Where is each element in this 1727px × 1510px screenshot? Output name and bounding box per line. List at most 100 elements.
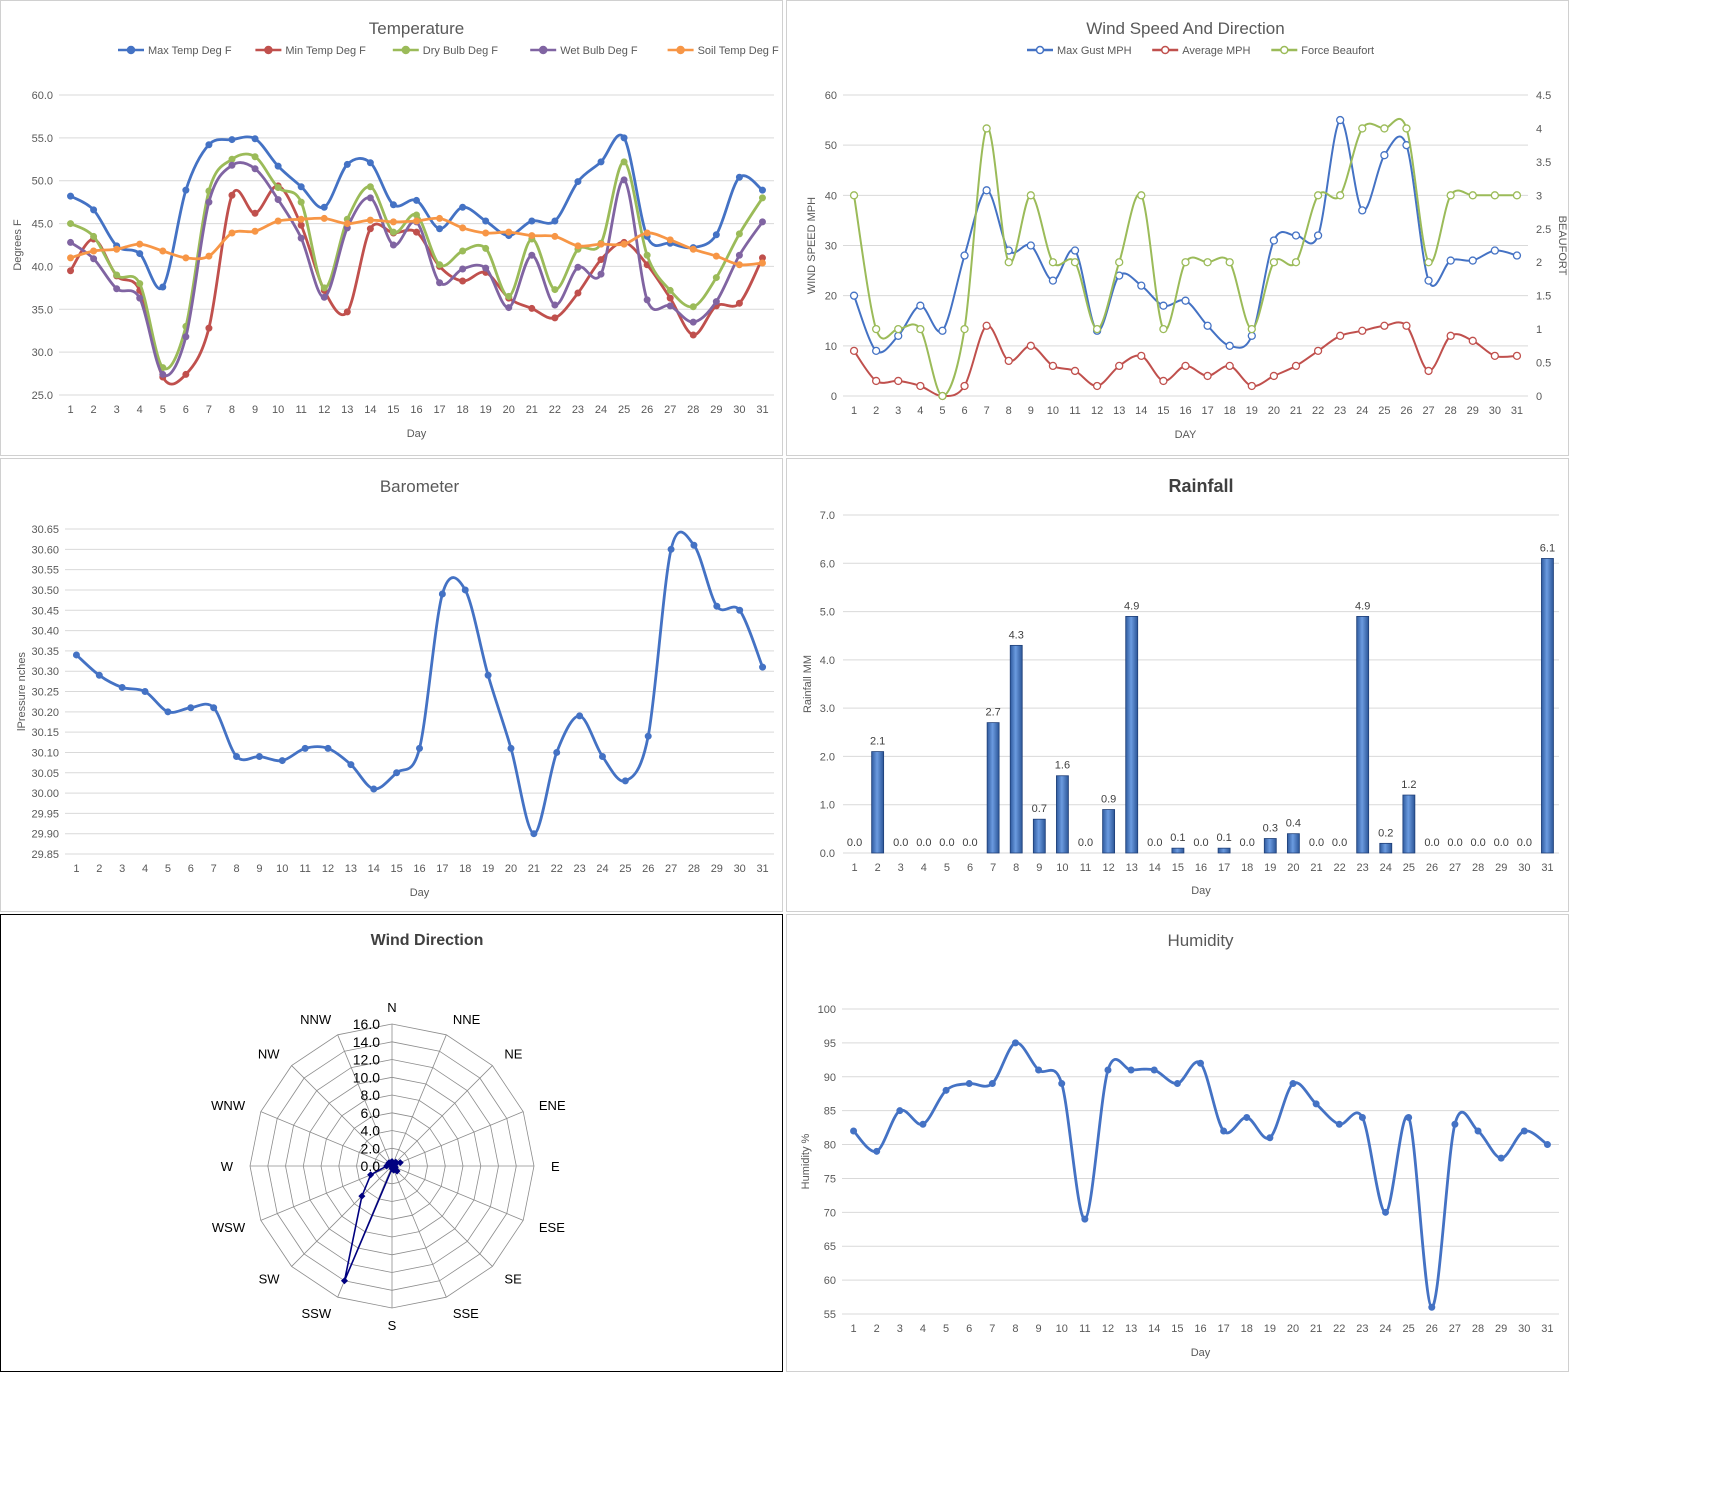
x-tick-label: 28 bbox=[688, 863, 700, 875]
legend-marker bbox=[401, 45, 411, 55]
x-tick-label: 5 bbox=[943, 1323, 949, 1335]
data-point bbox=[1424, 366, 1433, 376]
x-tick-label: 25 bbox=[618, 404, 630, 416]
data-point bbox=[413, 196, 420, 204]
data-point bbox=[482, 264, 490, 272]
data-point bbox=[982, 186, 991, 195]
legend-label: Soil Temp Deg F bbox=[698, 45, 779, 57]
data-point bbox=[1402, 321, 1411, 330]
data-point bbox=[459, 224, 467, 232]
x-tick-label: 27 bbox=[1449, 862, 1461, 874]
data-point bbox=[366, 159, 374, 167]
data-point bbox=[1512, 351, 1522, 361]
data-point bbox=[1512, 191, 1522, 200]
data-point bbox=[482, 244, 490, 252]
x-tick-label: 8 bbox=[233, 863, 239, 875]
data-point bbox=[689, 331, 697, 339]
humidity-chart-panel: Humidity 100 95 90 85 80 75 70 65 60 55 1 2 3 4 5 6 7 8 9 10… bbox=[786, 914, 1569, 1372]
data-point bbox=[413, 228, 420, 236]
data-point bbox=[482, 217, 490, 225]
data-point bbox=[1269, 371, 1279, 381]
y-tick-label: 30.35 bbox=[31, 646, 59, 658]
y-tick-label: 60.0 bbox=[32, 90, 53, 102]
data-point bbox=[528, 251, 536, 259]
data-point bbox=[1243, 1113, 1251, 1121]
data-point bbox=[1543, 1141, 1551, 1149]
data-point bbox=[597, 240, 605, 248]
y-tick-label: 20 bbox=[825, 291, 837, 303]
x-tick-label: 15 bbox=[1157, 405, 1169, 417]
data-label: 4.3 bbox=[1009, 629, 1024, 641]
y-tick-label: 4.0 bbox=[820, 655, 835, 667]
x-tick-label: 1 bbox=[851, 1323, 857, 1335]
legend-marker bbox=[1280, 45, 1289, 55]
x-tick-label: 14 bbox=[368, 863, 380, 875]
x-tick-label: 9 bbox=[252, 404, 258, 416]
data-point bbox=[1451, 1120, 1459, 1128]
data-point bbox=[643, 251, 651, 259]
data-point bbox=[182, 370, 190, 378]
y-tick-label: 40.0 bbox=[32, 261, 53, 273]
x-tick-label: 11 bbox=[1069, 405, 1080, 417]
radar-spoke bbox=[291, 1065, 393, 1167]
data-point bbox=[620, 158, 628, 166]
data-point bbox=[916, 381, 925, 391]
y-axis-label: Rainfall MM bbox=[802, 655, 814, 713]
x-tick-label: 5 bbox=[160, 404, 166, 416]
data-point bbox=[621, 777, 629, 785]
legend-marker bbox=[126, 45, 136, 55]
x-tick-label: 16 bbox=[1195, 862, 1207, 874]
radar-spoke bbox=[391, 1065, 493, 1167]
data-point bbox=[301, 744, 309, 752]
x-tick-label: 29 bbox=[710, 404, 722, 416]
y-tick-label: 1.0 bbox=[820, 800, 835, 812]
x-tick-label: 23 bbox=[572, 404, 584, 416]
data-point bbox=[1424, 276, 1433, 285]
x-tick-label: 15 bbox=[1172, 862, 1184, 874]
data-label: 0.0 bbox=[1193, 837, 1208, 849]
x-tick-label: 23 bbox=[573, 863, 585, 875]
data-point bbox=[1115, 258, 1124, 267]
data-point bbox=[182, 333, 190, 341]
chart-title: Barometer bbox=[380, 477, 460, 496]
x-tick-label: 21 bbox=[1310, 1323, 1322, 1335]
data-point bbox=[551, 314, 559, 322]
data-point bbox=[1220, 1127, 1228, 1135]
x-tick-label: 14 bbox=[1148, 1323, 1160, 1335]
x-tick-label: 13 bbox=[1126, 862, 1138, 874]
data-point bbox=[849, 291, 859, 300]
data-point bbox=[1313, 191, 1323, 200]
y-tick-label: 0 bbox=[831, 391, 837, 403]
data-point bbox=[297, 234, 305, 242]
y-tick-label: 5.0 bbox=[820, 607, 835, 619]
data-point bbox=[1358, 124, 1367, 133]
rainfall-bar bbox=[1032, 818, 1046, 854]
direction-label: NW bbox=[258, 1047, 280, 1062]
y-tick-label: 35.0 bbox=[32, 304, 53, 316]
chart-title: Rainfall bbox=[1168, 476, 1233, 496]
x-tick-label: 19 bbox=[1246, 405, 1258, 417]
x-tick-label: 7 bbox=[984, 405, 990, 417]
y-tick-label: 30.20 bbox=[31, 707, 59, 719]
data-point bbox=[1266, 1134, 1274, 1142]
data-point bbox=[1070, 246, 1080, 255]
data-point bbox=[72, 651, 80, 659]
x-tick-label: 28 bbox=[1472, 1323, 1484, 1335]
data-point bbox=[960, 381, 969, 391]
x-tick-label: 22 bbox=[1333, 1323, 1345, 1335]
x-tick-label: 16 bbox=[410, 404, 422, 416]
data-point bbox=[1048, 276, 1058, 285]
data-point bbox=[643, 229, 651, 237]
x-tick-label: 26 bbox=[1426, 1323, 1438, 1335]
x-tick-label: 9 bbox=[1036, 1323, 1042, 1335]
radial-tick-label: 14.0 bbox=[353, 1034, 380, 1050]
data-point bbox=[942, 1086, 950, 1094]
data-point bbox=[1081, 1215, 1089, 1223]
data-point bbox=[278, 757, 286, 765]
temperature-chart-panel: Temperature 60.0 55.0 50.0 45.0 40.0 35.0 30.0 2… bbox=[0, 0, 783, 456]
y-tick-label: 60 bbox=[824, 1275, 836, 1287]
y-tick-label: 30.55 bbox=[31, 565, 59, 577]
y-tick-label: 3.0 bbox=[820, 703, 835, 715]
y-tick-label: 50 bbox=[825, 140, 837, 152]
data-point bbox=[366, 225, 374, 233]
